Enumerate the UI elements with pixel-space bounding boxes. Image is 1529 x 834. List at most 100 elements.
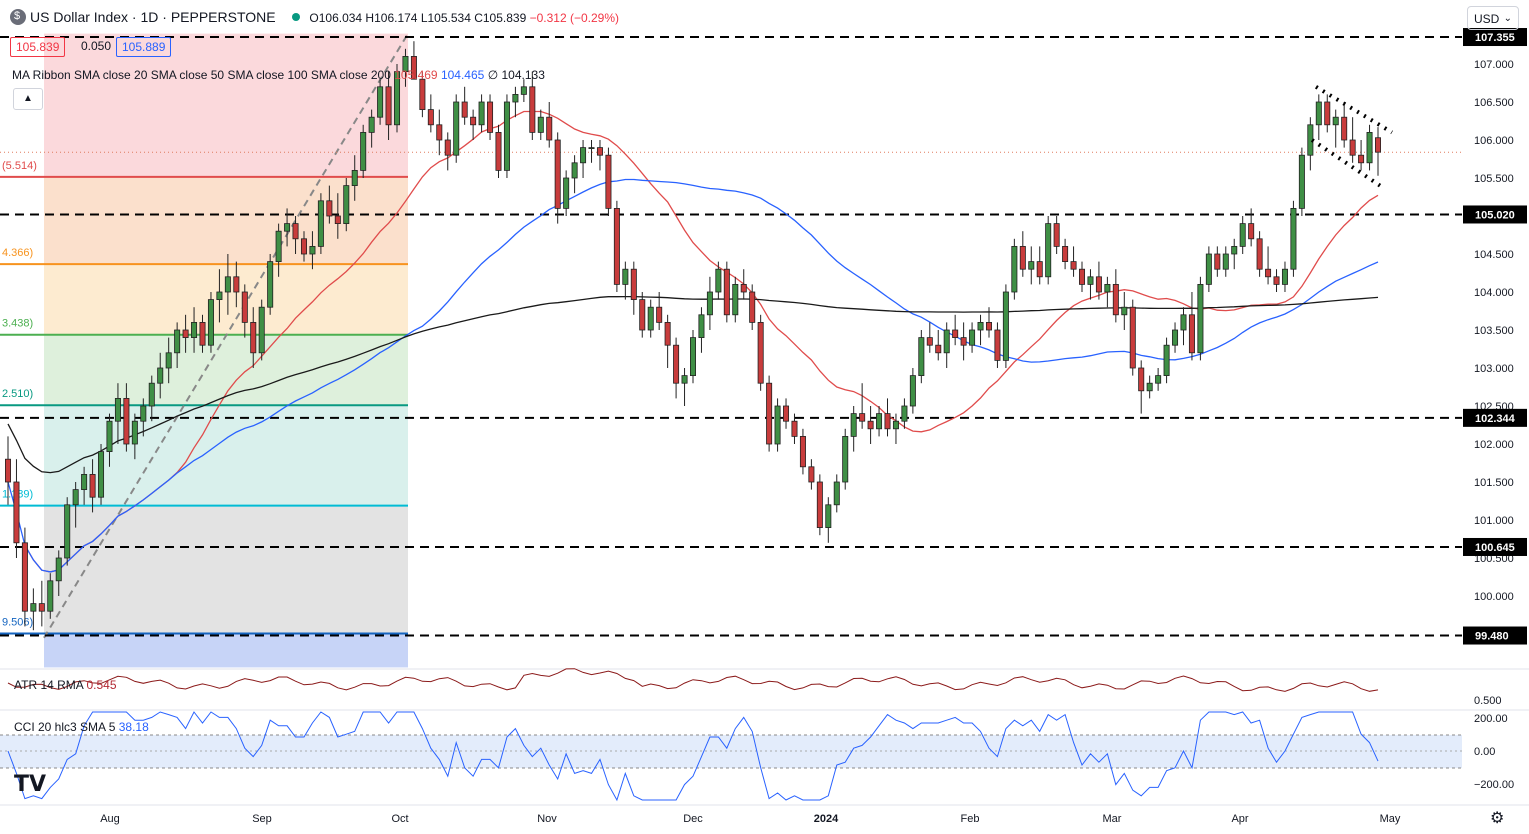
- candle-body: [1053, 223, 1060, 247]
- symbol-title[interactable]: US Dollar Index · 1D · PEPPERSTONE: [30, 9, 276, 25]
- wedge-upper-line: [1314, 85, 1394, 135]
- candle-body: [876, 413, 883, 430]
- candle-body: [1002, 291, 1009, 361]
- candle-body: [21, 542, 28, 612]
- bid-price-box[interactable]: 105.839: [10, 37, 66, 57]
- ma-ribbon-legend[interactable]: MA Ribbon SMA close 20 SMA close 50 SMA …: [12, 68, 545, 82]
- candle-body: [867, 420, 874, 430]
- candle-body: [503, 101, 510, 171]
- level-price-label: 107.355: [1475, 32, 1515, 44]
- level-price-tag: [1463, 205, 1527, 224]
- candle-body: [749, 291, 756, 323]
- candle-body: [199, 321, 206, 346]
- candle-body: [300, 238, 307, 255]
- candle-body: [1222, 253, 1229, 270]
- gear-icon[interactable]: ⚙: [1490, 810, 1505, 827]
- level-price-tag: [1463, 626, 1527, 645]
- candle-body: [284, 223, 291, 232]
- candle-body: [512, 94, 519, 103]
- candle-body: [394, 71, 401, 126]
- level-price-tag: [1463, 537, 1527, 556]
- currency-selector[interactable]: USD ⌄: [1467, 6, 1519, 30]
- candle-body: [842, 435, 849, 483]
- atr-tick-label: 0.500: [1474, 695, 1502, 707]
- candle-body: [1273, 276, 1280, 285]
- candle-body: [1281, 268, 1288, 285]
- candle-body: [1070, 261, 1077, 270]
- candle-body: [47, 580, 54, 612]
- candle-body: [216, 291, 223, 300]
- candle-body: [351, 169, 358, 186]
- atr-legend[interactable]: ATR 14 RMA 0.545: [14, 678, 117, 692]
- candle-body: [334, 215, 341, 224]
- candle-body: [673, 344, 680, 384]
- level-price-label: 100.645: [1475, 542, 1515, 554]
- cci-legend[interactable]: CCI 20 hlc3 SMA 5 38.18: [14, 720, 149, 734]
- candle-body: [1036, 261, 1043, 278]
- candle-body: [715, 268, 722, 293]
- candle-body: [816, 481, 823, 528]
- candle-body: [64, 504, 71, 559]
- candle-body: [1138, 367, 1145, 392]
- candle-body: [182, 329, 189, 338]
- candle-body: [960, 337, 967, 346]
- candle-body: [1205, 253, 1212, 285]
- candle-body: [918, 337, 925, 377]
- candle-body: [444, 139, 451, 156]
- candle-body: [250, 321, 257, 354]
- time-axis[interactable]: Aug Sep Oct Nov Dec 2024 Feb Mar Apr May: [100, 813, 1401, 825]
- candle-body: [410, 56, 417, 80]
- candle-body: [123, 397, 130, 445]
- candle-body: [89, 473, 96, 498]
- candle-body: [1197, 283, 1204, 354]
- candle-body: [596, 147, 603, 156]
- candle-body: [969, 329, 976, 346]
- price-tick-label: 104.500: [1474, 249, 1514, 261]
- candle-body: [1324, 101, 1331, 126]
- price-tick-label: 107.000: [1474, 59, 1514, 71]
- candle-body: [148, 382, 155, 407]
- candle-body: [131, 420, 138, 445]
- candle-body: [1112, 283, 1119, 316]
- fib-label: (5.514): [2, 160, 37, 172]
- level-price-label: 102.344: [1475, 413, 1516, 425]
- candle-body: [563, 177, 570, 209]
- wedge-pattern[interactable]: [1310, 85, 1394, 188]
- candle-body: [453, 101, 460, 156]
- candle-body: [766, 382, 773, 445]
- candle-body: [859, 413, 866, 422]
- candle-body: [487, 101, 494, 133]
- horizontal-levels[interactable]: [0, 36, 1462, 637]
- price-axis[interactable]: 107.000 106.500 106.000 105.500 104.500 104.0…: [1462, 0, 1529, 834]
- candle-body: [1087, 276, 1094, 285]
- candle-body: [757, 321, 764, 384]
- candle-body: [985, 321, 992, 331]
- candle-body: [267, 261, 274, 308]
- candle-body: [1315, 101, 1322, 126]
- time-tick-label: Mar: [1103, 813, 1122, 825]
- fib-zone: [44, 633, 408, 668]
- candle-body: [343, 185, 350, 225]
- candle-body: [157, 367, 164, 384]
- time-tick-label: Aug: [100, 813, 120, 825]
- candle-body: [377, 86, 384, 118]
- sma50-line: [7, 178, 1379, 573]
- fib-zone: [44, 405, 408, 506]
- fib-trend-line: [43, 33, 409, 639]
- time-tick-label: 2024: [814, 813, 839, 825]
- time-tick-label: Sep: [252, 813, 272, 825]
- ask-price-box[interactable]: 105.889: [116, 37, 172, 57]
- candle-body: [1121, 306, 1128, 316]
- candles[interactable]: [5, 41, 1382, 631]
- collapse-legend-button[interactable]: ▲: [13, 88, 43, 110]
- candle-body: [1019, 245, 1026, 270]
- time-tick-label: Nov: [537, 813, 557, 825]
- chart-header: US Dollar Index · 1D · PEPPERSTONE O106.…: [10, 9, 619, 25]
- candle-body: [317, 200, 324, 247]
- candle-body: [81, 473, 88, 490]
- candle-body: [495, 131, 502, 171]
- candle-body: [571, 162, 578, 179]
- time-tick-label: Feb: [961, 813, 980, 825]
- candle-body: [1011, 245, 1018, 293]
